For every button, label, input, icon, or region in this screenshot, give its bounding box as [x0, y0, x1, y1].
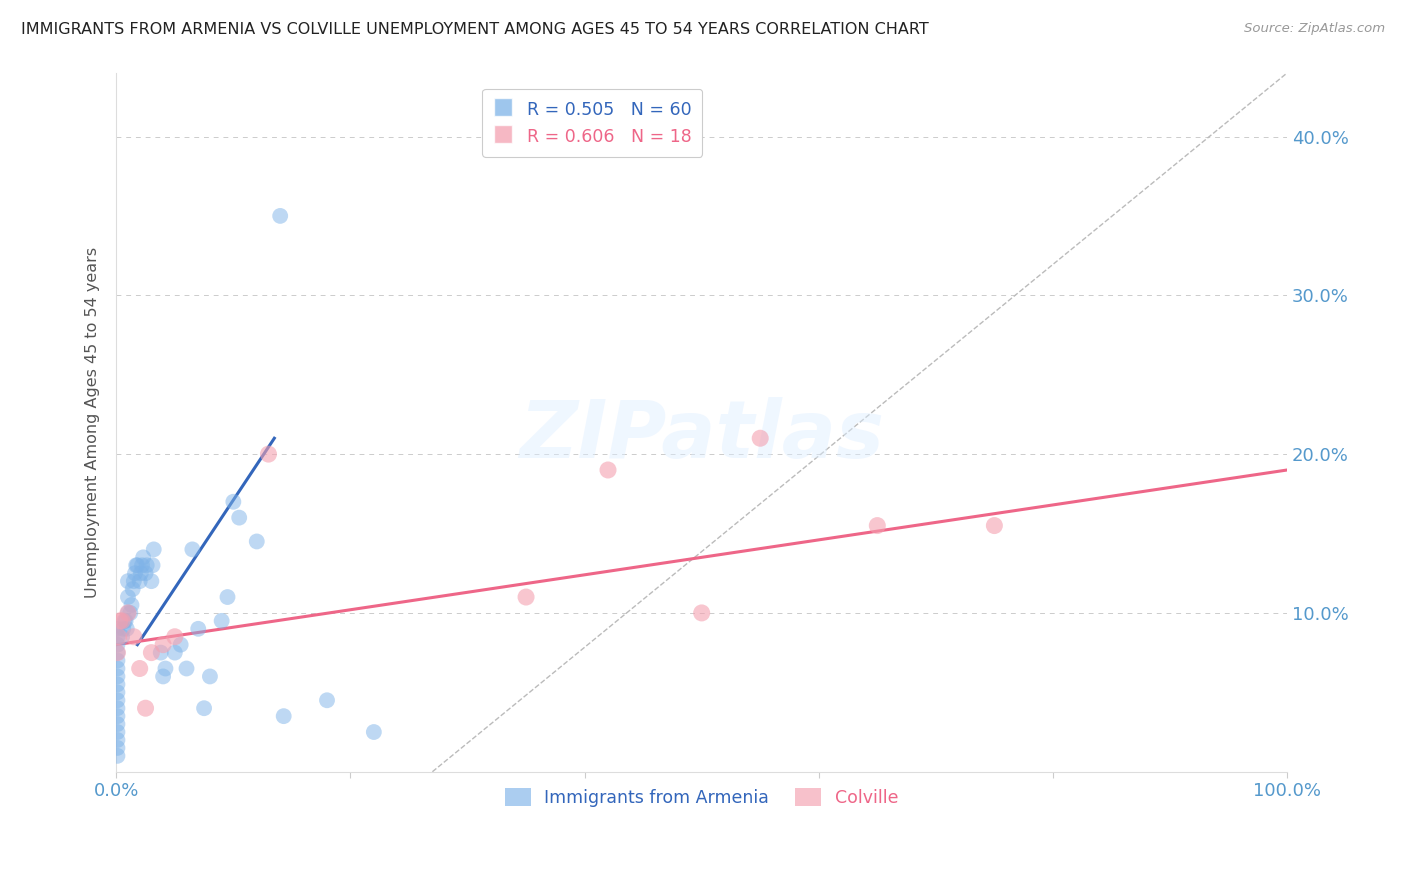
Point — [131, 558, 153, 573]
Point — [169, 638, 191, 652]
Point — [122, 630, 145, 644]
Point — [114, 614, 136, 628]
Point — [117, 574, 139, 589]
Point — [128, 661, 150, 675]
Point — [155, 661, 177, 675]
Point — [135, 701, 157, 715]
Point — [107, 622, 129, 636]
Text: ZIPatlas: ZIPatlas — [519, 397, 884, 475]
Legend: Immigrants from Armenia, Colville: Immigrants from Armenia, Colville — [496, 780, 907, 815]
Point — [596, 463, 619, 477]
Point — [108, 614, 131, 628]
Point — [107, 709, 129, 723]
Point — [983, 518, 1005, 533]
Point — [316, 693, 339, 707]
Point — [107, 654, 129, 668]
Point — [117, 606, 139, 620]
Point — [152, 638, 174, 652]
Point — [107, 725, 129, 739]
Point — [749, 431, 772, 445]
Point — [228, 510, 250, 524]
Point — [163, 630, 186, 644]
Point — [117, 606, 139, 620]
Point — [142, 558, 165, 573]
Point — [122, 574, 145, 589]
Point — [135, 558, 157, 573]
Point — [112, 622, 135, 636]
Point — [111, 614, 134, 628]
Point — [107, 661, 129, 675]
Point — [107, 638, 129, 652]
Point — [114, 614, 136, 628]
Point — [211, 614, 233, 628]
Point — [107, 630, 129, 644]
Point — [198, 669, 221, 683]
Point — [149, 646, 172, 660]
Point — [152, 669, 174, 683]
Point — [273, 709, 295, 723]
Point — [107, 740, 129, 755]
Point — [141, 574, 163, 589]
Point — [107, 733, 129, 747]
Point — [363, 725, 385, 739]
Point — [107, 748, 129, 763]
Point — [107, 646, 129, 660]
Point — [132, 550, 155, 565]
Point — [125, 558, 148, 573]
Point — [124, 566, 146, 581]
Point — [129, 566, 152, 581]
Point — [115, 622, 138, 636]
Point — [127, 558, 149, 573]
Point — [107, 646, 129, 660]
Point — [163, 646, 186, 660]
Point — [107, 701, 129, 715]
Point — [141, 646, 163, 660]
Point — [515, 590, 537, 604]
Point — [176, 661, 198, 675]
Text: Source: ZipAtlas.com: Source: ZipAtlas.com — [1244, 22, 1385, 36]
Point — [135, 566, 157, 581]
Point — [117, 590, 139, 604]
Text: IMMIGRANTS FROM ARMENIA VS COLVILLE UNEMPLOYMENT AMONG AGES 45 TO 54 YEARS CORRE: IMMIGRANTS FROM ARMENIA VS COLVILLE UNEM… — [21, 22, 929, 37]
Point — [222, 495, 245, 509]
Point — [107, 630, 129, 644]
Point — [187, 622, 209, 636]
Point — [107, 693, 129, 707]
Point — [257, 447, 280, 461]
Point — [107, 685, 129, 699]
Y-axis label: Unemployment Among Ages 45 to 54 years: Unemployment Among Ages 45 to 54 years — [86, 247, 100, 598]
Point — [217, 590, 239, 604]
Point — [866, 518, 889, 533]
Point — [120, 606, 142, 620]
Point — [690, 606, 713, 620]
Point — [121, 598, 143, 612]
Point — [269, 209, 291, 223]
Point — [181, 542, 204, 557]
Point — [193, 701, 215, 715]
Point — [107, 677, 129, 691]
Point — [107, 717, 129, 731]
Point — [142, 542, 165, 557]
Point — [107, 669, 129, 683]
Point — [246, 534, 269, 549]
Point — [111, 630, 134, 644]
Point — [121, 582, 143, 596]
Point — [128, 574, 150, 589]
